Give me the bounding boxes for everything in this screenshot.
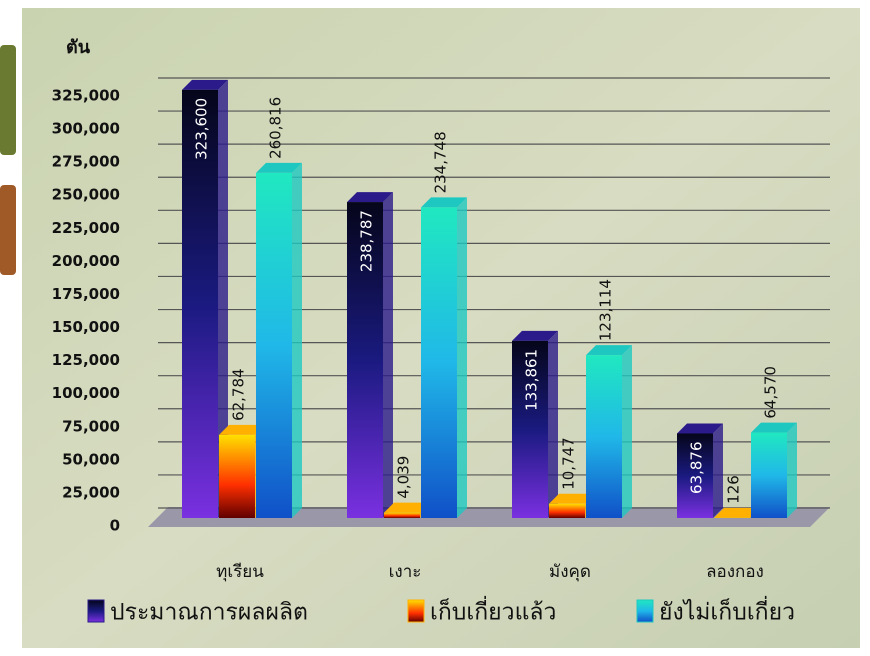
bar <box>549 504 585 518</box>
bar-side <box>383 192 393 518</box>
legend-swatch <box>637 600 653 622</box>
value-label: 4,039 <box>395 456 413 499</box>
y-tick-label: 200,000 <box>52 252 120 270</box>
value-label: 123,114 <box>597 279 615 341</box>
bar-side <box>713 423 723 518</box>
y-tick-label: 50,000 <box>62 450 120 468</box>
bar <box>751 433 787 518</box>
bar-side <box>457 197 467 518</box>
y-tick-label: 25,000 <box>62 483 120 501</box>
legend-label: ประมาณการผลผลิต <box>110 600 308 626</box>
y-tick-label: 275,000 <box>52 153 120 171</box>
x-tick-label: เงาะ <box>389 562 422 582</box>
bar <box>384 513 420 518</box>
value-label: 64,570 <box>762 366 780 419</box>
legend-swatch <box>88 600 104 622</box>
y-tick-label: 0 <box>110 517 120 535</box>
y-tick-label: 100,000 <box>52 384 120 402</box>
bar <box>586 355 622 518</box>
y-tick-label: 175,000 <box>52 285 120 303</box>
value-label: 323,600 <box>193 98 211 160</box>
y-tick-label: 225,000 <box>52 219 120 237</box>
side-panel <box>0 45 16 155</box>
value-label: 133,861 <box>523 349 541 411</box>
bar <box>256 173 292 518</box>
y-tick-label: 300,000 <box>52 120 120 138</box>
bar-side <box>622 345 632 518</box>
y-tick-label: 325,000 <box>52 87 120 105</box>
value-label: 62,784 <box>230 368 248 421</box>
side-panel <box>0 185 16 275</box>
value-label: 126 <box>725 475 743 504</box>
x-tick-label: ทุเรียน <box>216 562 264 582</box>
value-label: 63,876 <box>688 441 706 494</box>
legend-label: เก็บเกี่ยวแล้ว <box>430 596 556 626</box>
x-tick-label: ลองกอง <box>706 562 764 582</box>
x-tick-label: มังคุด <box>549 562 591 582</box>
y-tick-label: 250,000 <box>52 186 120 204</box>
legend-label: ยังไม่เก็บเกี่ยว <box>659 596 795 626</box>
bar <box>219 435 255 518</box>
value-label: 10,747 <box>560 437 578 490</box>
chart: ตัน 0 25,000 50,000 75,000 100,000 125,000 150… <box>0 0 870 656</box>
bar-side <box>787 423 797 518</box>
value-label: 234,748 <box>432 131 450 193</box>
value-label: 260,816 <box>267 97 285 159</box>
y-tick-label: 150,000 <box>52 318 120 336</box>
y-tick-label: 125,000 <box>52 351 120 369</box>
bar-side <box>548 331 558 518</box>
y-tick-label: 75,000 <box>62 417 120 435</box>
value-label: 238,787 <box>358 210 376 272</box>
bar <box>421 207 457 518</box>
y-axis-title: ตัน <box>66 37 91 58</box>
legend-swatch <box>408 600 424 622</box>
bar-side <box>292 163 302 518</box>
